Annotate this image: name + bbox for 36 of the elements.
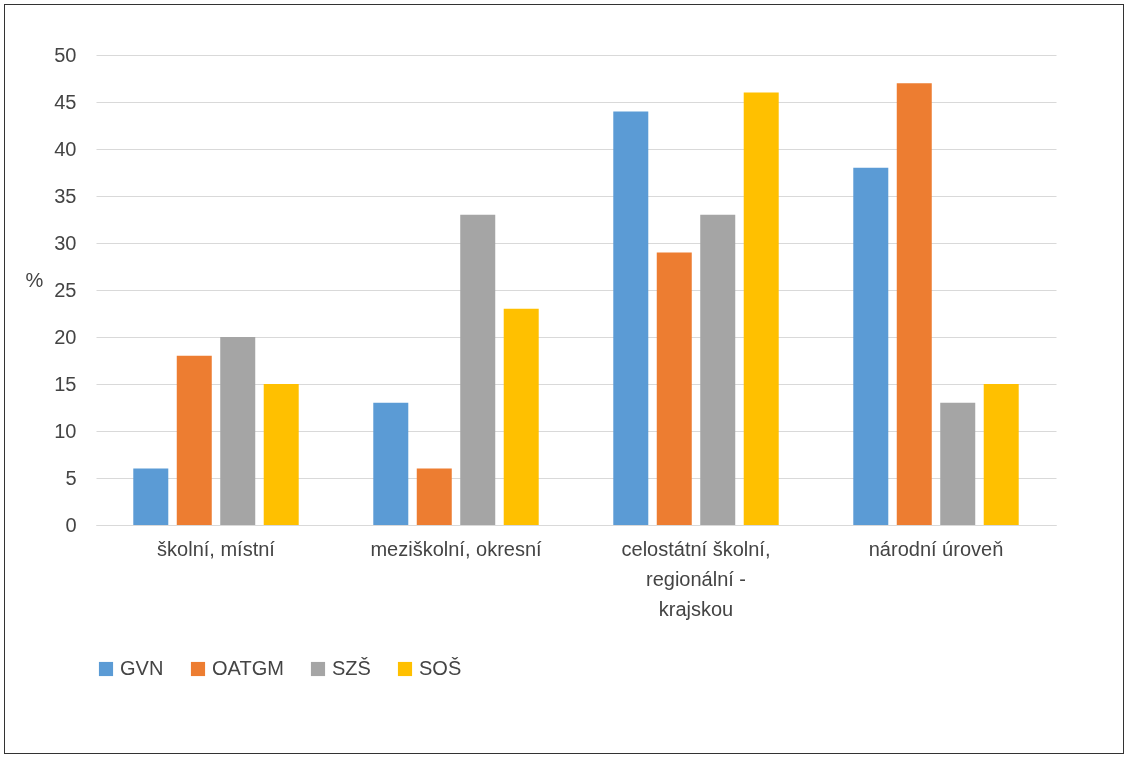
legend-label: SOŠ	[419, 657, 462, 679]
bar	[700, 214, 736, 525]
bar	[743, 92, 779, 525]
bar	[896, 83, 932, 525]
y-tick-label: 20	[54, 325, 77, 348]
bar	[416, 468, 452, 525]
bar	[613, 111, 649, 525]
bar	[133, 468, 169, 525]
bar	[220, 337, 256, 525]
x-tick-label: národní úroveň	[868, 537, 1004, 560]
legend-label: GVN	[120, 657, 164, 679]
y-tick-label: 30	[54, 231, 77, 254]
x-tick-label: školní, místní	[157, 537, 276, 560]
legend-label: SZŠ	[332, 657, 371, 679]
bar	[503, 308, 539, 525]
y-tick-label: 10	[54, 419, 77, 442]
y-tick-label: 5	[65, 466, 77, 489]
bar	[373, 402, 409, 525]
y-tick-label: 35	[54, 184, 77, 207]
y-tick-label: 25	[54, 278, 77, 301]
bar	[176, 355, 212, 525]
bar	[460, 214, 496, 525]
y-tick-label: 40	[54, 137, 77, 160]
y-tick-label: 45	[54, 90, 77, 113]
y-axis-title: %	[25, 268, 44, 291]
bar	[983, 384, 1019, 525]
y-tick-label: 50	[54, 43, 77, 66]
bar	[940, 402, 976, 525]
bar	[656, 252, 692, 525]
y-tick-label: 15	[54, 372, 77, 395]
x-tick-label: celostátní školní, regionální - krajskou	[621, 537, 771, 620]
legend-label: OATGM	[212, 657, 284, 679]
y-tick-label: 0	[65, 513, 77, 536]
bar	[853, 167, 889, 525]
x-tick-label: meziškolní, okresní	[370, 537, 543, 560]
bar	[263, 384, 299, 525]
